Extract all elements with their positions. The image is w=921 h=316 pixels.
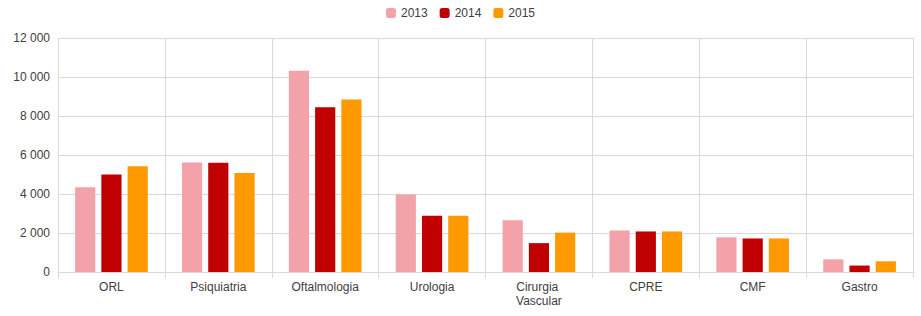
- svg-text:8 000: 8 000: [20, 109, 50, 123]
- svg-text:2014: 2014: [455, 6, 482, 20]
- svg-text:Vascular: Vascular: [516, 294, 562, 308]
- svg-text:2013: 2013: [401, 6, 428, 20]
- svg-text:Gastro: Gastro: [842, 280, 878, 294]
- svg-text:Oftalmologia: Oftalmologia: [292, 280, 360, 294]
- svg-text:Cirurgia: Cirurgia: [516, 280, 561, 294]
- svg-text:12 000: 12 000: [13, 31, 50, 45]
- svg-text:ORL: ORL: [99, 280, 124, 294]
- svg-text:Urologia: Urologia: [410, 280, 455, 294]
- svg-text:2 000: 2 000: [20, 226, 50, 240]
- svg-text:4 000: 4 000: [20, 187, 50, 201]
- svg-text:6 000: 6 000: [20, 148, 50, 162]
- svg-text:CMF: CMF: [740, 280, 766, 294]
- svg-text:0: 0: [43, 265, 50, 279]
- svg-text:10 000: 10 000: [13, 70, 50, 84]
- svg-text:2015: 2015: [508, 6, 535, 20]
- svg-text:Psiquiatria: Psiquiatria: [190, 280, 246, 294]
- svg-text:CPRE: CPRE: [629, 280, 662, 294]
